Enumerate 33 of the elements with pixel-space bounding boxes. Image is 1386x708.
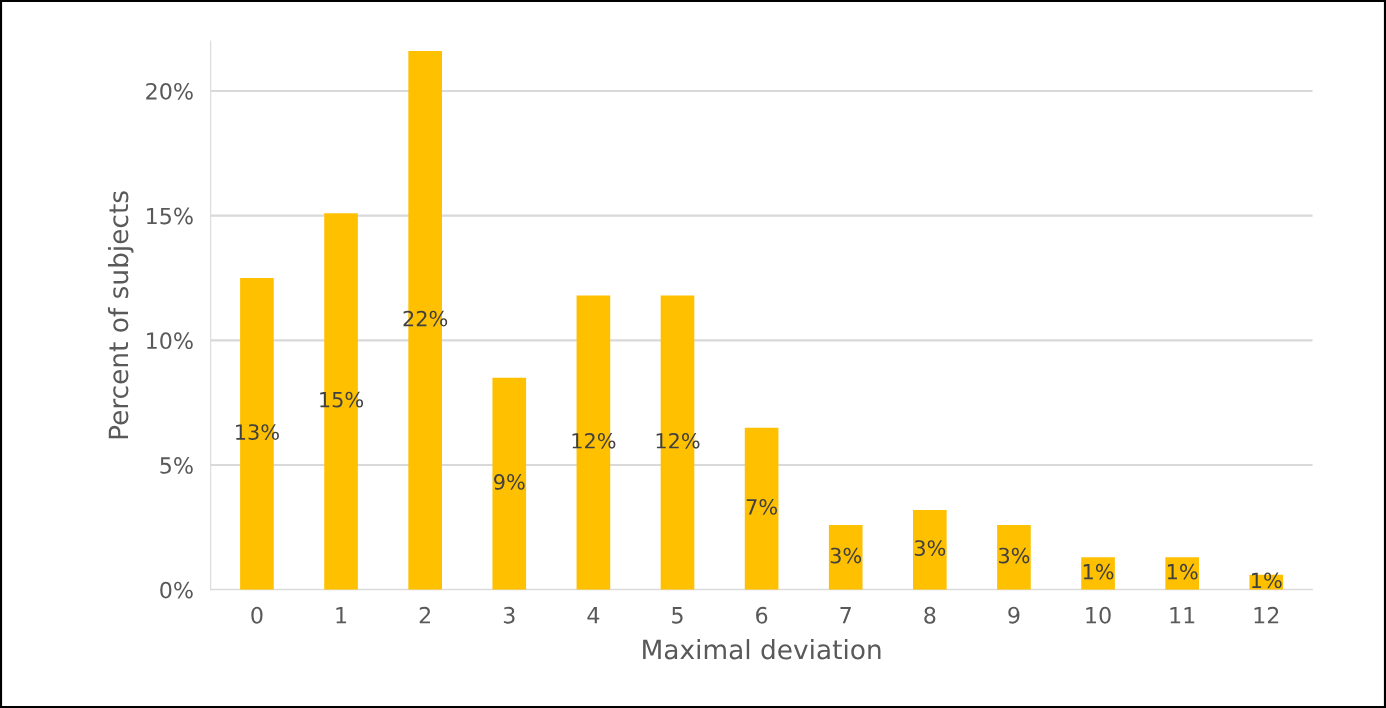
x-tick-label: 4 xyxy=(587,607,600,624)
data-label: 3% xyxy=(830,547,862,564)
bar xyxy=(913,509,947,590)
x-tick-label: 6 xyxy=(756,606,768,624)
x-tick-label: 1 xyxy=(336,607,347,624)
data-label: 9% xyxy=(494,474,525,490)
x-tick-label: 2 xyxy=(419,606,430,624)
y-tick-label: 0% xyxy=(160,581,193,599)
x-tick-label: 5 xyxy=(672,607,683,624)
data-label: 7% xyxy=(746,498,777,515)
x-tick-label: 12 xyxy=(1254,606,1279,624)
x-tick-label: 8 xyxy=(924,606,936,624)
x-tick-label: 11 xyxy=(1170,607,1195,624)
x-tick-label: 9 xyxy=(1008,606,1020,624)
y-tick-label: 5% xyxy=(160,457,193,474)
bar xyxy=(744,427,779,590)
x-tick-label: 3 xyxy=(503,606,515,624)
data-label: 3% xyxy=(999,547,1030,564)
bar xyxy=(828,524,863,590)
data-label: 1% xyxy=(1083,563,1114,580)
x-tick-label: 10 xyxy=(1086,606,1111,624)
data-label: 3% xyxy=(914,540,946,556)
x-tick-label: 7 xyxy=(840,607,851,624)
y-tick-label: 15% xyxy=(147,207,193,225)
y-tick-label: 10% xyxy=(147,332,193,350)
data-label: 1% xyxy=(1167,563,1198,580)
bar xyxy=(492,377,527,590)
y-tick-label: 20% xyxy=(146,82,193,100)
x-axis-title: Maximal deviation xyxy=(643,639,881,660)
y-axis-title: Percent of subjects xyxy=(107,191,134,439)
x-tick-label: 0 xyxy=(251,606,263,624)
data-label: 1% xyxy=(1252,572,1282,589)
bar xyxy=(997,524,1031,590)
